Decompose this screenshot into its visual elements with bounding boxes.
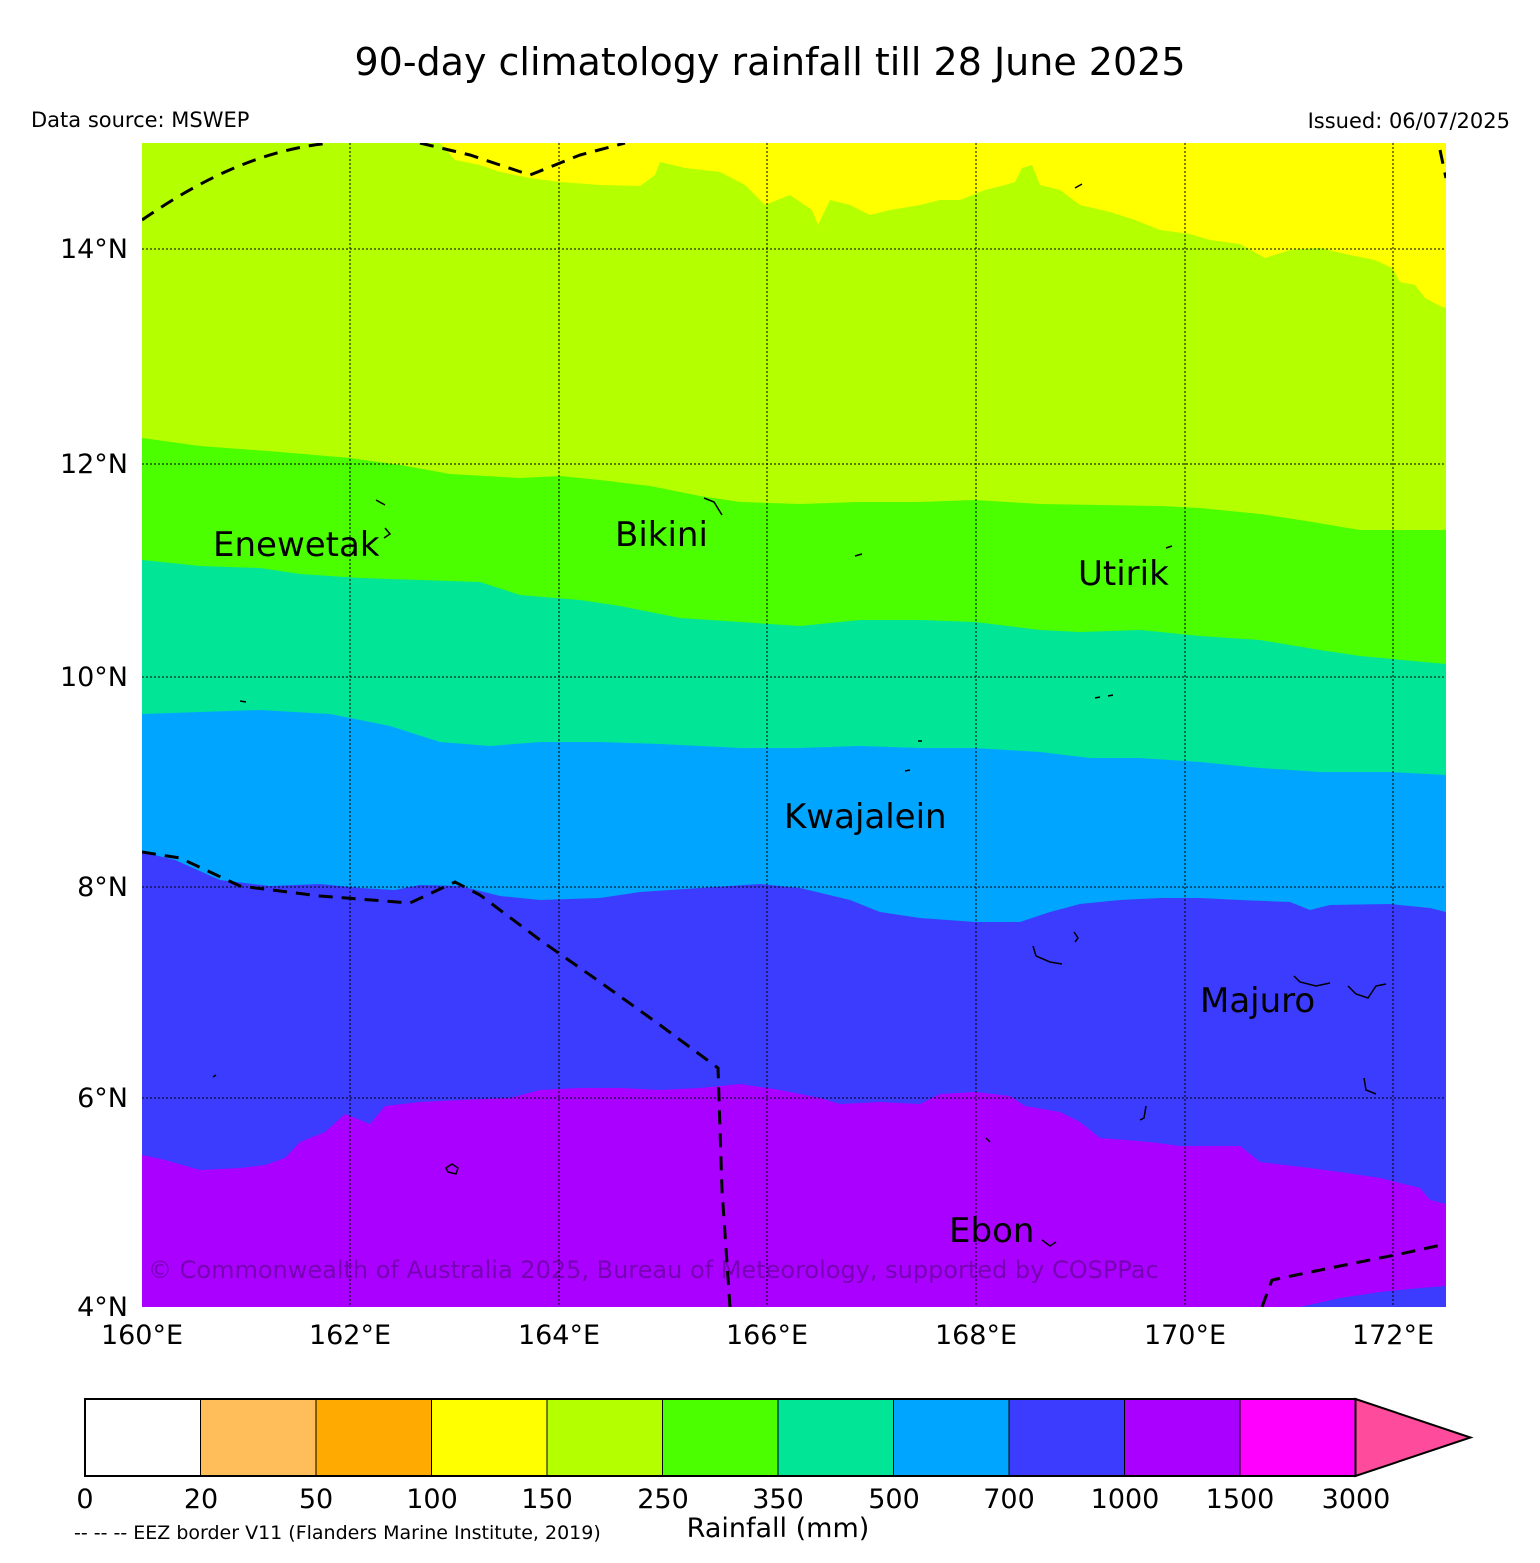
- axis-labels: 160°E 162°E 164°E 166°E 168°E 170°E 172°…: [60, 234, 1434, 1351]
- lon-tick-label: 166°E: [726, 1320, 808, 1351]
- lat-tick-label: 10°N: [60, 662, 128, 693]
- colorbar-tick-label: 700: [983, 1484, 1035, 1515]
- place-ebon: Ebon: [949, 1211, 1034, 1251]
- colorbar-segment: [315, 1398, 432, 1477]
- place-kwajalein: Kwajalein: [784, 797, 947, 837]
- colorbar: [84, 1397, 1474, 1478]
- colorbar-tick-label: 50: [299, 1484, 333, 1515]
- colorbar-tick-label: 20: [184, 1484, 218, 1515]
- colorbar-ticks: 0 20 50 100 150 250 350 500 700 1000 150…: [76, 1484, 1390, 1515]
- eez-border: [142, 143, 1446, 1307]
- map-title: 90-day climatology rainfall till 28 June…: [354, 40, 1186, 84]
- colorbar-segment: [200, 1398, 317, 1477]
- graticule: [142, 143, 1446, 1307]
- eez-border-note: -- -- -- EEZ border V11 (Flanders Marine…: [74, 1522, 601, 1544]
- lon-tick-label: 160°E: [101, 1320, 183, 1351]
- colorbar-tick-label: 150: [521, 1484, 573, 1515]
- lat-tick-label: 14°N: [60, 234, 128, 265]
- colorbar-segment: [1239, 1398, 1356, 1477]
- data-source-label: Data source: MSWEP: [31, 108, 250, 132]
- place-majuro: Majuro: [1200, 981, 1315, 1021]
- lon-tick-label: 172°E: [1352, 1320, 1434, 1351]
- lon-tick-label: 170°E: [1144, 1320, 1226, 1351]
- place-enewetak: Enewetak: [213, 525, 380, 565]
- colorbar-tick-label: 250: [637, 1484, 689, 1515]
- lat-tick-label: 4°N: [77, 1292, 128, 1323]
- place-utirik: Utirik: [1078, 554, 1169, 594]
- lat-tick-label: 8°N: [77, 872, 128, 903]
- colorbar-segment: [1008, 1398, 1125, 1477]
- colorbar-tick-label: 1500: [1206, 1484, 1275, 1515]
- lon-tick-label: 168°E: [935, 1320, 1017, 1351]
- rainfall-map: Enewetak Bikini Utirik Kwajalein Majuro …: [142, 143, 1446, 1307]
- colorbar-segment: [84, 1398, 201, 1477]
- lat-tick-label: 12°N: [60, 449, 128, 480]
- colorbar-tick-label: 1000: [1091, 1484, 1160, 1515]
- rainfall-band-700-1000-patch: [1300, 1286, 1446, 1307]
- atoll-outlines: [212, 183, 1387, 1247]
- lon-tick-label: 164°E: [518, 1320, 600, 1351]
- issued-date-label: Issued: 06/07/2025: [1307, 109, 1510, 133]
- rainfall-band-1000-1500: [142, 1084, 1446, 1307]
- colorbar-outline: [84, 1398, 1357, 1477]
- colorbar-segment: [546, 1398, 663, 1477]
- copyright-watermark: © Commonwealth of Australia 2025, Bureau…: [148, 1256, 1159, 1284]
- colorbar-tick-label: 350: [752, 1484, 804, 1515]
- colorbar-segment: [777, 1398, 894, 1477]
- colorbar-tick-label: 3000: [1322, 1484, 1391, 1515]
- colorbar-segment: [1124, 1398, 1241, 1477]
- lon-tick-label: 162°E: [309, 1320, 391, 1351]
- colorbar-extend-arrow: [1354, 1397, 1474, 1478]
- colorbar-segment: [431, 1398, 548, 1477]
- colorbar-segment: [893, 1398, 1010, 1477]
- place-labels: Enewetak Bikini Utirik Kwajalein Majuro …: [213, 515, 1315, 1251]
- colorbar-segment: [662, 1398, 779, 1477]
- colorbar-tick-label: 100: [406, 1484, 458, 1515]
- colorbar-label: Rainfall (mm): [687, 1513, 870, 1544]
- place-bikini: Bikini: [615, 515, 708, 555]
- lat-tick-label: 6°N: [77, 1083, 128, 1114]
- colorbar-tick-label: 0: [76, 1484, 93, 1515]
- colorbar-tick-label: 500: [868, 1484, 920, 1515]
